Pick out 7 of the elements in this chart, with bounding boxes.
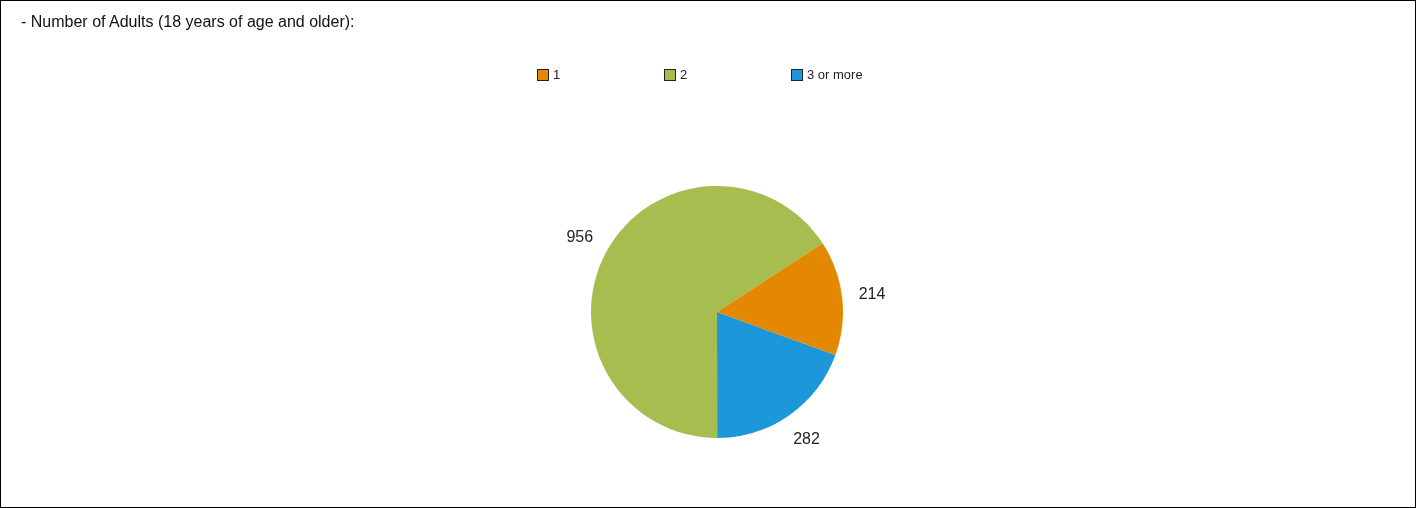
text: - Number of Adults (18 years of age and older): <box>21 13 355 31</box>
data-label: 282 <box>793 430 821 448</box>
legend-label: 3 or more <box>807 67 863 82</box>
legend-label: 2 <box>680 67 688 82</box>
data-label: 956 <box>566 228 594 246</box>
legend-label: 1 <box>553 67 561 82</box>
data-label: 214 <box>858 284 886 302</box>
